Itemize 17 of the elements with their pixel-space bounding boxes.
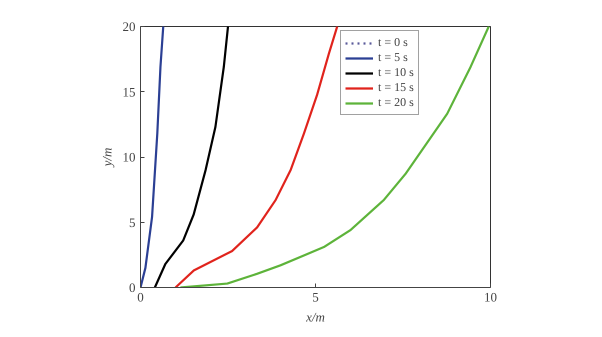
y-tick-label: 20 [122, 19, 136, 34]
legend-label: t = 10 s [378, 65, 414, 80]
legend-label: t = 15 s [378, 80, 414, 95]
line-series [174, 26, 338, 288]
y-tick-label: 15 [122, 84, 136, 100]
x-axis-title: x/m [305, 310, 325, 324]
legend-label: t = 5 s [378, 50, 408, 65]
y-tick-label: 5 [129, 214, 136, 230]
y-tick-label: 0 [129, 280, 136, 295]
legend-label: t = 20 s [378, 95, 414, 110]
line-series [154, 26, 230, 288]
y-axis-title: y/m [100, 148, 114, 168]
x-tick-label: 10 [484, 290, 497, 304]
legend-label: t = 0 s [378, 35, 408, 50]
x-tick-label: 5 [312, 290, 319, 304]
y-tick-label: 10 [122, 150, 136, 164]
line-series [179, 26, 490, 288]
